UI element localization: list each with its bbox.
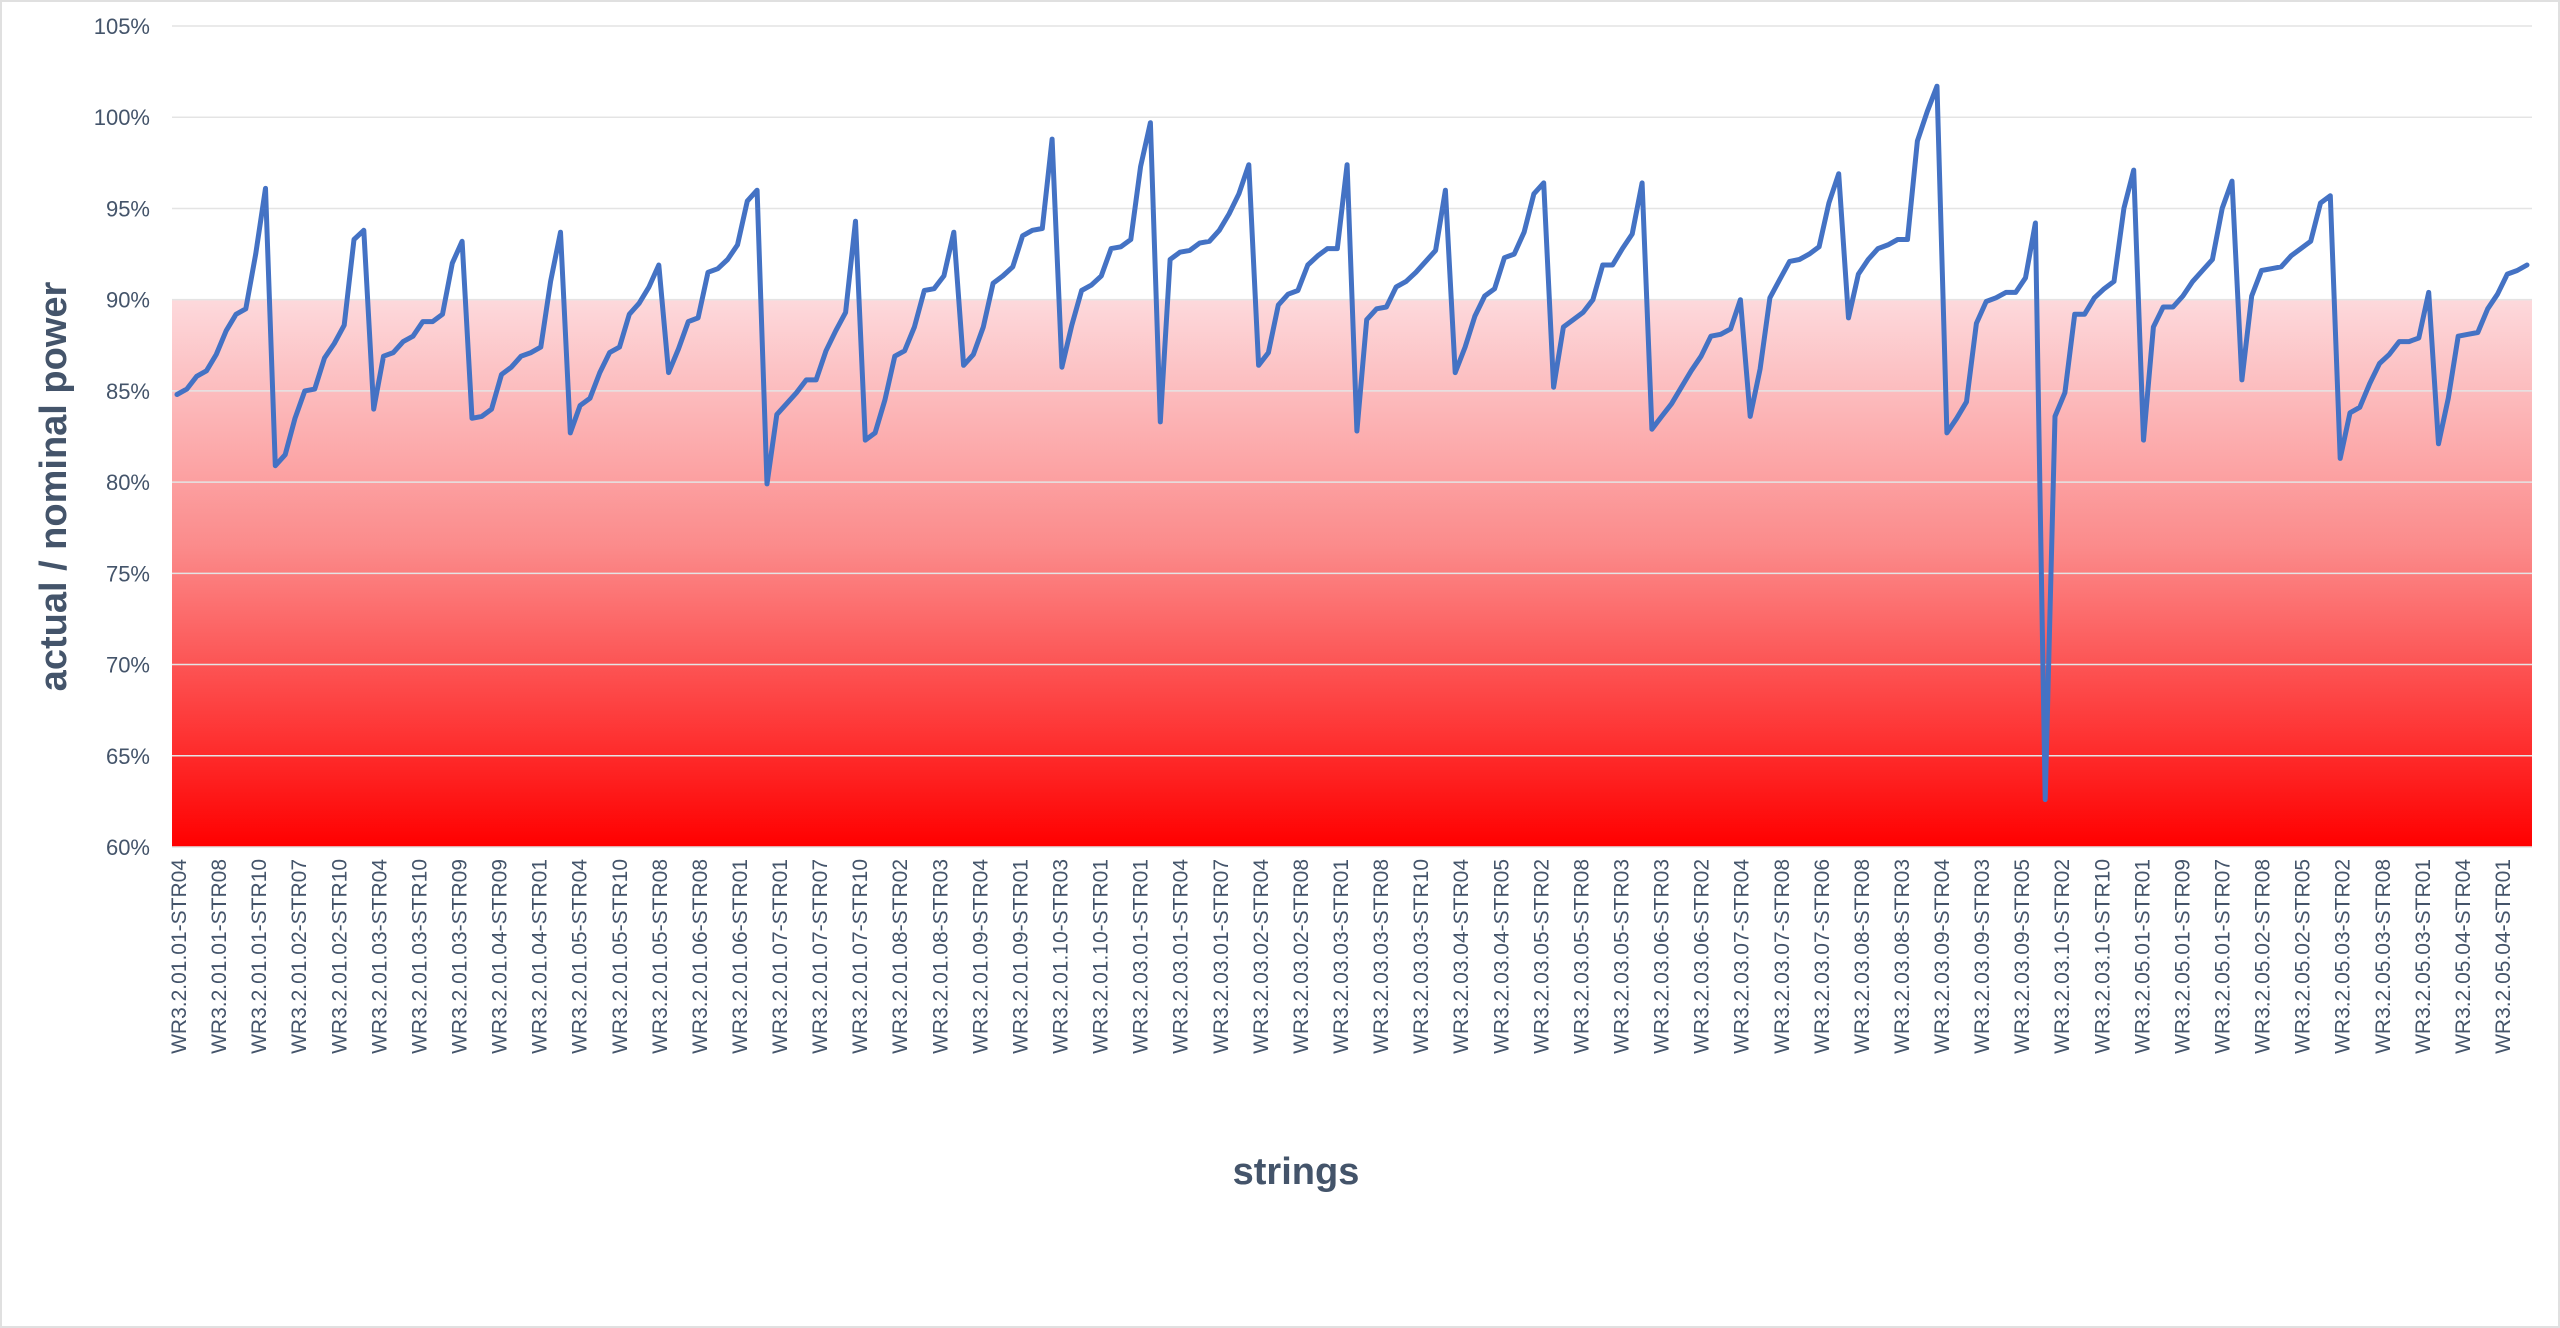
y-tick-label: 80% xyxy=(106,470,150,495)
x-tick-label: WR3.2.01.08-STR02 xyxy=(889,859,912,1054)
x-tick-label: WR3.2.03.07-STR08 xyxy=(1771,859,1794,1054)
x-tick-label: WR3.2.03.02-STR08 xyxy=(1290,859,1313,1054)
x-tick-label: WR3.2.03.03-STR10 xyxy=(1410,859,1433,1054)
x-tick-label: WR3.2.03.03-STR08 xyxy=(1370,859,1393,1054)
y-tick-label: 65% xyxy=(106,744,150,769)
y-axis-ticks: 60% 65% 70% 75% 80% 85% 90% 95% 100% 105% xyxy=(94,14,150,860)
x-tick-label: WR3.2.01.01-STR04 xyxy=(168,859,191,1054)
x-tick-label: WR3.2.05.04-STR04 xyxy=(2452,859,2475,1054)
x-tick-label: WR3.2.03.09-STR05 xyxy=(2011,859,2034,1054)
x-tick-label: WR3.2.01.07-STR10 xyxy=(849,859,872,1054)
x-tick-label: WR3.2.01.01-STR10 xyxy=(248,859,271,1054)
x-tick-label: WR3.2.05.01-STR07 xyxy=(2212,859,2235,1054)
x-tick-label: WR3.2.03.04-STR04 xyxy=(1450,859,1473,1054)
y-tick-label: 105% xyxy=(94,14,150,39)
x-tick-label: WR3.2.03.01-STR04 xyxy=(1170,859,1193,1054)
x-tick-label: WR3.2.05.02-STR08 xyxy=(2252,859,2275,1054)
x-tick-label: WR3.2.03.07-STR06 xyxy=(1811,859,1834,1054)
x-tick-label: WR3.2.03.08-STR08 xyxy=(1851,859,1874,1054)
x-tick-label: WR3.2.01.02-STR07 xyxy=(288,859,311,1054)
y-tick-label: 100% xyxy=(94,105,150,130)
y-tick-label: 85% xyxy=(106,379,150,404)
x-tick-label: WR3.2.01.09-STR01 xyxy=(1009,859,1032,1054)
x-tick-label: WR3.2.01.07-STR01 xyxy=(769,859,792,1054)
x-tick-label: WR3.2.05.03-STR02 xyxy=(2332,859,2355,1054)
x-tick-label: WR3.2.01.06-STR01 xyxy=(729,859,752,1054)
x-tick-label: WR3.2.01.01-STR08 xyxy=(208,859,231,1054)
x-tick-label: WR3.2.03.09-STR04 xyxy=(1931,859,1954,1054)
x-tick-label: WR3.2.05.03-STR08 xyxy=(2372,859,2395,1054)
x-tick-label: WR3.2.03.10-STR10 xyxy=(2091,859,2114,1054)
x-tick-label: WR3.2.03.02-STR04 xyxy=(1250,859,1273,1054)
x-tick-label: WR3.2.01.10-STR01 xyxy=(1090,859,1113,1054)
x-tick-label: WR3.2.05.01-STR01 xyxy=(2131,859,2154,1054)
x-axis-title: strings xyxy=(1233,1151,1360,1193)
x-tick-label: WR3.2.03.06-STR02 xyxy=(1691,859,1714,1054)
series-line xyxy=(174,83,2530,803)
y-axis-title: actual / nominal power xyxy=(33,281,75,691)
x-tick-label: WR3.2.03.05-STR08 xyxy=(1570,859,1593,1054)
x-tick-label: WR3.2.01.04-STR09 xyxy=(489,859,512,1054)
x-tick-label: WR3.2.01.10-STR03 xyxy=(1050,859,1073,1054)
x-tick-label: WR3.2.01.08-STR03 xyxy=(929,859,952,1054)
y-tick-label: 75% xyxy=(106,561,150,586)
x-tick-label: WR3.2.05.01-STR09 xyxy=(2171,859,2194,1054)
x-tick-label: WR3.2.01.09-STR04 xyxy=(969,859,992,1054)
x-tick-label: WR3.2.03.03-STR01 xyxy=(1330,859,1353,1054)
x-tick-label: WR3.2.03.06-STR03 xyxy=(1651,859,1674,1054)
x-tick-label: WR3.2.01.03-STR04 xyxy=(368,859,391,1054)
x-tick-label: WR3.2.03.09-STR03 xyxy=(1971,859,1994,1054)
x-tick-label: WR3.2.03.10-STR02 xyxy=(2051,859,2074,1054)
x-tick-label: WR3.2.03.04-STR05 xyxy=(1490,859,1513,1054)
y-tick-label: 70% xyxy=(106,653,150,678)
y-tick-label: 95% xyxy=(106,196,150,221)
x-tick-label: WR3.2.03.08-STR03 xyxy=(1891,859,1914,1054)
x-tick-label: WR3.2.01.02-STR10 xyxy=(328,859,351,1054)
y-tick-label: 60% xyxy=(106,835,150,860)
y-tick-label: 90% xyxy=(106,288,150,313)
x-tick-label: WR3.2.05.02-STR05 xyxy=(2292,859,2315,1054)
x-tick-label: WR3.2.03.01-STR07 xyxy=(1210,859,1233,1054)
x-tick-label: WR3.2.01.06-STR08 xyxy=(689,859,712,1054)
x-tick-label: WR3.2.01.03-STR10 xyxy=(408,859,431,1054)
x-axis-ticks: WR3.2.01.01-STR04 WR3.2.01.01-STR08 WR3.2.… xyxy=(168,859,2515,1054)
x-tick-label: WR3.2.03.07-STR04 xyxy=(1731,859,1754,1054)
x-tick-label: WR3.2.03.01-STR01 xyxy=(1130,859,1153,1054)
x-tick-label: WR3.2.01.04-STR01 xyxy=(529,859,552,1054)
x-tick-label: WR3.2.01.05-STR04 xyxy=(569,859,592,1054)
x-tick-label: WR3.2.05.03-STR01 xyxy=(2412,859,2435,1054)
x-tick-label: WR3.2.05.04-STR01 xyxy=(2492,859,2515,1054)
x-tick-label: WR3.2.03.05-STR02 xyxy=(1530,859,1553,1054)
x-tick-label: WR3.2.01.05-STR10 xyxy=(609,859,632,1054)
x-tick-label: WR3.2.01.03-STR09 xyxy=(449,859,472,1054)
x-tick-label: WR3.2.03.05-STR03 xyxy=(1611,859,1634,1054)
x-tick-label: WR3.2.01.05-STR08 xyxy=(649,859,672,1054)
x-tick-label: WR3.2.01.07-STR07 xyxy=(809,859,832,1054)
